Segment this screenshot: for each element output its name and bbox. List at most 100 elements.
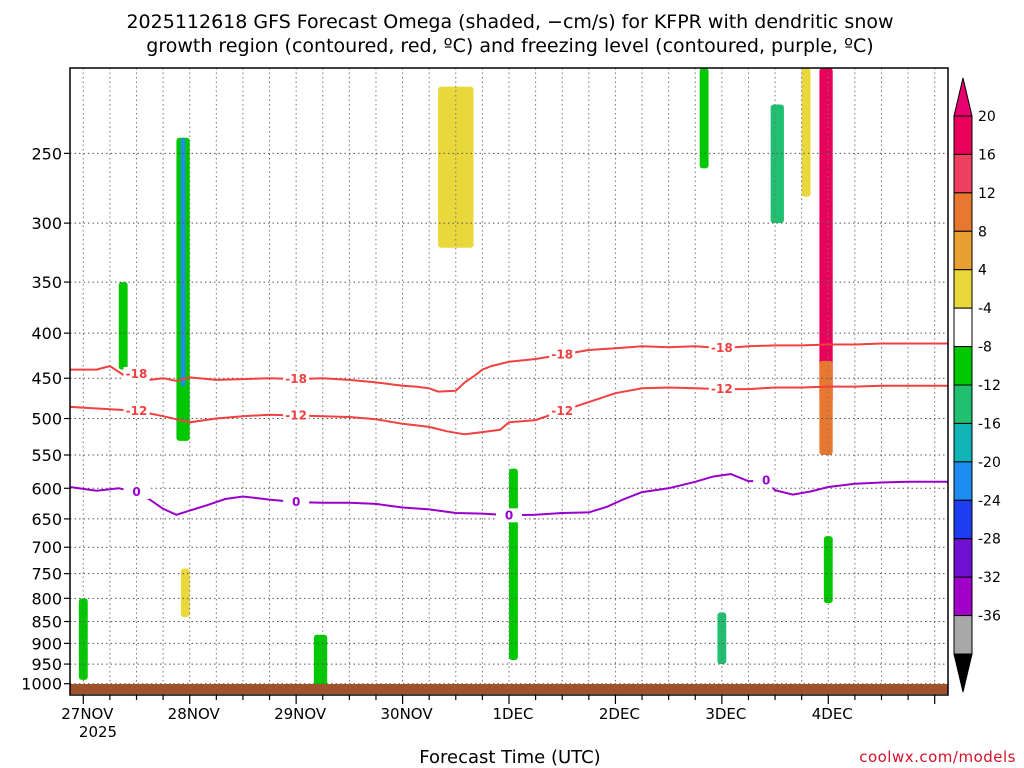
omega-feature-5	[313, 634, 328, 688]
contour-label-2-2: 0	[505, 508, 513, 522]
y-tick-label-600: 600	[31, 479, 62, 498]
y-tick-label-650: 650	[31, 510, 62, 529]
contour-label-bg-0-1	[283, 372, 310, 387]
contour-label-bg-1-1	[283, 408, 310, 423]
contour-label-2-3: 0	[762, 474, 770, 488]
omega-feature-9	[770, 104, 784, 224]
y-tick-label-900: 900	[31, 634, 62, 653]
omega-feature-1	[118, 282, 128, 370]
chart-title-line-1: 2025112618 GFS Forecast Omega (shaded, −…	[126, 11, 893, 33]
omega-feature-4	[180, 568, 190, 617]
time-axis: 27NOV 28NOV 29NOV 30NOV 1DEC 2DEC 3DEC 4DEC	[61, 695, 936, 723]
contour-line-0	[70, 342, 948, 393]
omega-feature-0	[78, 598, 88, 680]
x-tick-label-28NOV: 28NOV	[168, 705, 221, 723]
contour-line-1	[69, 384, 948, 436]
contour-label-bg-2-0	[123, 485, 150, 500]
contour-label-bg-0-3	[708, 341, 735, 356]
omega-feature-7	[509, 468, 518, 661]
chart-title-line-2: growth region (contoured, red, ºC) and f…	[146, 35, 873, 57]
contour-label-2-1: 0	[292, 495, 300, 509]
colorbar-label-5: -4	[978, 301, 992, 317]
x-axis-year-label: 2025	[79, 723, 117, 741]
colorbar-band-8	[953, 422, 973, 463]
x-tick-label-2DEC: 2DEC	[599, 705, 640, 723]
contour-label-1-2: -12	[551, 404, 573, 418]
contour-label-1-1: -12	[285, 408, 307, 422]
omega-feature-13	[823, 536, 833, 604]
colorbar-label-12: -32	[978, 570, 1001, 586]
x-tick-label-1DEC: 1DEC	[492, 705, 533, 723]
y-tick-label-700: 700	[31, 538, 62, 557]
colorbar-band-13	[953, 615, 973, 655]
omega-feature-3	[180, 137, 186, 387]
contour-label-bg-0-0	[123, 366, 150, 381]
y-tick-label-950: 950	[31, 655, 62, 674]
y-tick-label-250: 250	[31, 144, 62, 163]
colorbar-band-9	[953, 461, 973, 501]
colorbar-band-2	[953, 192, 973, 232]
y-tick-label-450: 450	[31, 369, 62, 388]
plot-gridlines	[70, 68, 948, 695]
omega-feature-12	[819, 360, 833, 455]
contour-label-0-3: -18	[711, 341, 733, 355]
y-tick-label-850: 850	[31, 613, 62, 632]
colorbar-label-3: 8	[978, 224, 987, 240]
pressure-axis: 250 300 350 400 450 500 550 600 650 700 750 800 850 9…	[21, 144, 70, 694]
colorbar-band-5	[953, 307, 973, 348]
contour-label-2-0: 0	[132, 485, 140, 499]
colorbar-label-7: -12	[978, 378, 1001, 394]
x-tick-label-27NOV: 27NOV	[61, 705, 114, 723]
colorbar-band-0	[953, 115, 973, 155]
colorbar-label-11: -28	[978, 532, 1001, 548]
contour-label-bg-2-2	[496, 508, 522, 523]
omega-feature-11	[819, 68, 833, 403]
colorbar-label-4: 4	[978, 263, 987, 279]
contour-label-bg-0-2	[549, 347, 576, 362]
colorbar-band-7	[953, 384, 973, 424]
colorbar-band-12	[953, 576, 973, 617]
contour-label-bg-1-0	[123, 403, 150, 418]
temperature-contours: -18 -18 -18 -18 -12 -12 -12 -12 0 0 0 0	[69, 341, 948, 523]
contour-label-bg-1-3	[708, 382, 735, 397]
x-tick-label-4DEC: 4DEC	[812, 705, 853, 723]
omega-feature-10	[801, 68, 811, 197]
contour-label-1-3: -12	[711, 382, 733, 396]
y-tick-label-550: 550	[31, 446, 62, 465]
colorbar-label-9: -20	[978, 455, 1001, 471]
colorbar-band-1	[953, 153, 973, 194]
colorbar-label-1: 16	[978, 147, 996, 163]
colorbar-band-3	[953, 230, 973, 271]
omega-shading	[78, 68, 833, 688]
y-tick-label-300: 300	[31, 214, 62, 233]
colorbar-band-6	[953, 346, 973, 386]
contour-label-1-0: -12	[126, 404, 148, 418]
y-tick-label-500: 500	[31, 410, 62, 429]
x-tick-label-3DEC: 3DEC	[705, 705, 746, 723]
colorbar-band-4	[953, 269, 973, 309]
y-tick-label-400: 400	[31, 324, 62, 343]
contour-label-bg-2-1	[283, 495, 310, 510]
y-tick-label-1000: 1000	[21, 675, 62, 694]
contour-label-bg-1-2	[549, 403, 576, 418]
colorbar-label-13: -36	[978, 609, 1001, 625]
contour-line-2	[69, 472, 948, 517]
y-tick-label-750: 750	[31, 565, 62, 584]
y-tick-label-800: 800	[31, 589, 62, 608]
colorbar-band-11	[953, 538, 973, 578]
omega-feature-8	[699, 68, 709, 169]
omega-colorbar: 20 16 12 8 4 -4 -8 -12 -16 -20 -24 -28 -32 -36	[953, 77, 1001, 693]
y-tick-label-350: 350	[31, 273, 62, 292]
x-tick-label-30NOV: 30NOV	[381, 705, 434, 723]
x-tick-label-29NOV: 29NOV	[274, 705, 327, 723]
colorbar-bottom-arrow	[953, 653, 973, 693]
contour-label-0-1: -18	[285, 372, 307, 386]
contour-label-bg-2-3	[753, 473, 780, 488]
contour-label-0-2: -18	[551, 348, 573, 362]
ground-surface-band	[70, 684, 948, 694]
contour-label-0-0: -18	[126, 367, 148, 381]
colorbar-label-2: 12	[978, 186, 996, 202]
colorbar-label-10: -24	[978, 493, 1001, 509]
x-axis-title: Forecast Time (UTC)	[419, 747, 600, 768]
